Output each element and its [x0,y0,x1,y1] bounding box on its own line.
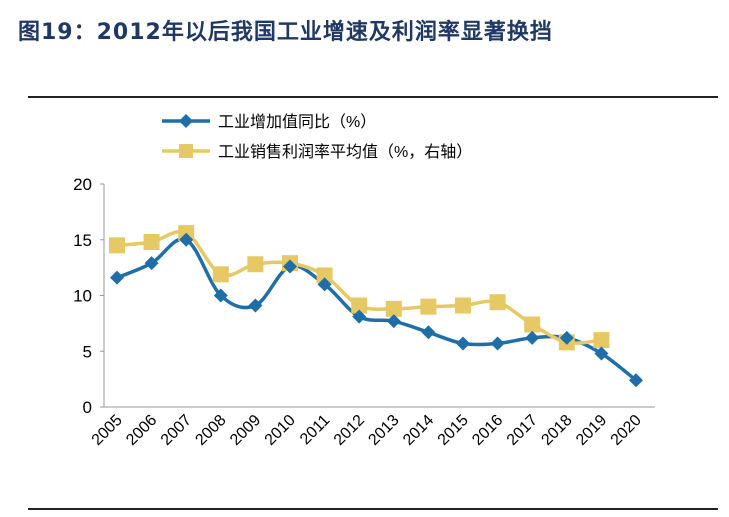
data-point-diamond [629,373,643,388]
data-point-square [212,266,229,283]
data-point-diamond [525,330,540,345]
legend-label: 工业增加值同比（%） [218,113,376,131]
data-point-diamond [110,270,124,285]
x-tick-label: 2012 [331,412,368,449]
series-line-0 [116,237,638,382]
x-tick-label: 2011 [297,412,333,448]
legend-marker-diamond [179,114,193,128]
legend-marker-square [179,144,193,158]
x-tick-label: 2006 [123,412,160,449]
x-tick-label: 2007 [158,412,195,449]
data-point-diamond [179,232,194,247]
data-point-diamond [144,256,159,271]
data-point-diamond [421,325,436,340]
x-tick-label: 2005 [89,412,126,449]
data-point-square [455,297,471,314]
data-point-diamond [248,298,263,313]
data-point-diamond [283,259,297,274]
data-point-square [593,332,610,349]
legend-label: 工业销售利润率平均值（%，右轴） [218,143,472,161]
x-tick-label: 2018 [538,412,575,449]
x-tick-label: 2019 [573,412,610,449]
bottom-rule [28,508,718,510]
data-point-square [489,294,506,311]
data-point-diamond [386,314,401,329]
x-tick-label: 2008 [192,412,229,449]
data-point-diamond [559,330,574,345]
data-point-diamond [317,277,332,292]
data-point-square [351,297,368,314]
data-point-diamond [490,336,505,351]
y-tick-label: 15 [73,231,92,250]
data-point-diamond [594,346,609,361]
data-point-square [316,267,333,284]
x-tick-label: 2013 [365,412,402,449]
x-tick-label: 2015 [435,412,472,449]
data-point-square [143,233,160,250]
x-tick-label: 2017 [504,412,541,449]
data-point-diamond [352,309,367,324]
x-tick-label: 2016 [469,412,506,449]
data-point-square [247,256,264,273]
x-tick-label: 2020 [608,412,645,449]
x-tick-label: 2014 [400,412,437,449]
x-tick-label: 2009 [227,412,264,449]
data-point-diamond [213,288,228,303]
data-point-square [524,316,541,333]
x-tick-label: 2010 [262,412,299,449]
data-point-diamond [456,336,470,351]
y-tick-label: 20 [73,175,92,194]
chart-title: 图19：2012年以后我国工业增速及利润率显著换挡 [18,20,553,45]
data-point-square [109,237,125,254]
data-point-square [385,300,402,317]
y-tick-label: 10 [73,287,92,306]
data-point-square [420,298,437,315]
y-tick-label: 0 [83,398,92,417]
y-tick-label: 5 [83,342,92,361]
top-rule [28,96,718,98]
